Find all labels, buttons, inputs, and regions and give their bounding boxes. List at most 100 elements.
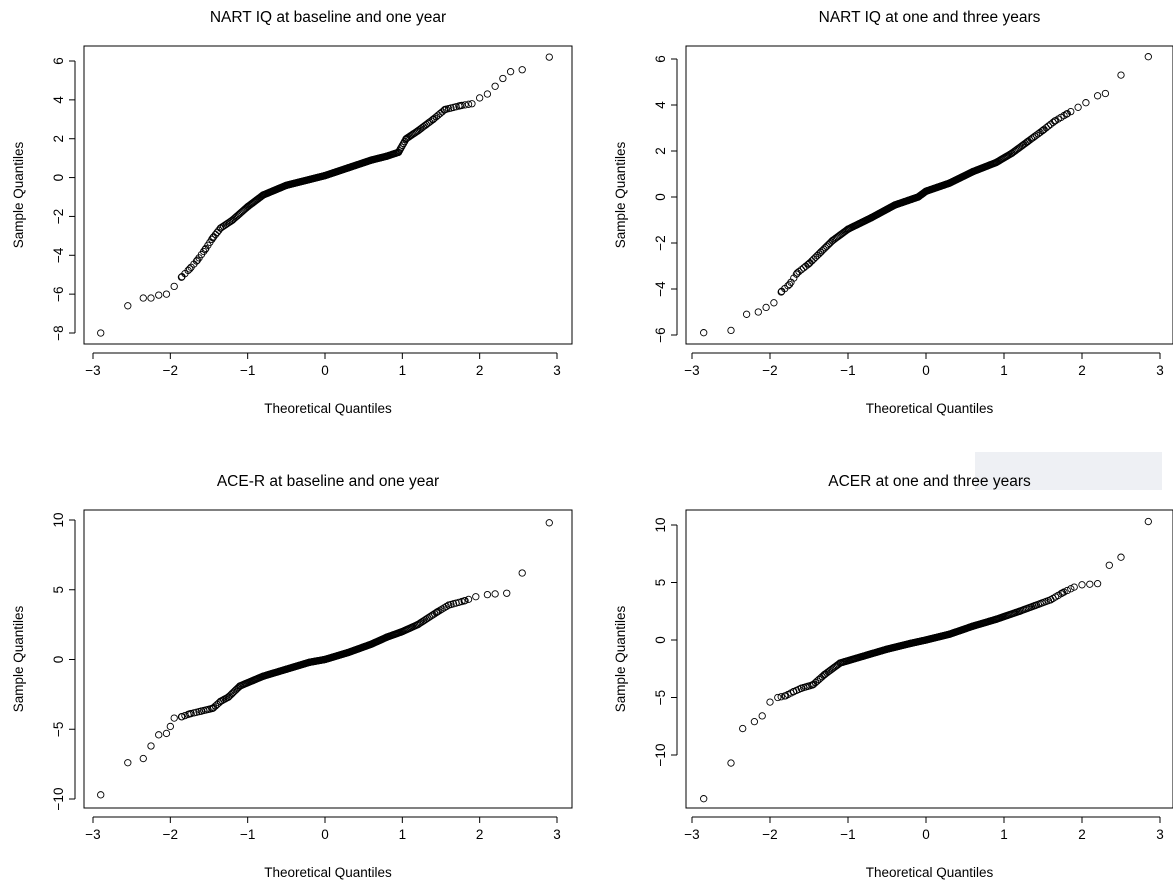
data-point xyxy=(461,101,469,109)
x-tick-label: 3 xyxy=(553,827,561,842)
data-point xyxy=(396,145,404,153)
data-point xyxy=(225,692,234,700)
data-point xyxy=(810,255,818,263)
data-point xyxy=(766,698,774,706)
data-point xyxy=(792,270,801,278)
data-point xyxy=(1086,580,1094,588)
y-tick-label: −6 xyxy=(653,327,668,342)
data-point xyxy=(436,606,444,614)
data-point xyxy=(506,68,515,76)
data-point xyxy=(503,589,511,597)
data-point xyxy=(1007,150,1015,158)
x-tick-label: 3 xyxy=(553,363,561,378)
data-point xyxy=(545,53,553,61)
data-point xyxy=(97,791,105,799)
data-point xyxy=(1074,103,1082,111)
data-point xyxy=(832,234,840,242)
data-point xyxy=(406,132,414,140)
data-point xyxy=(795,267,803,276)
x-tick-label: −3 xyxy=(85,827,100,842)
y-tick-label: 5 xyxy=(653,579,668,587)
data-point xyxy=(395,147,403,155)
data-point xyxy=(468,100,476,108)
data-point xyxy=(166,722,174,731)
data-point xyxy=(1047,120,1055,128)
y-tick-label: 5 xyxy=(51,586,66,594)
data-point xyxy=(1067,585,1075,593)
x-tick-label: −2 xyxy=(163,363,178,378)
y-tick-label: 6 xyxy=(51,57,66,65)
data-point xyxy=(1117,71,1125,79)
y-tick-label: −2 xyxy=(653,235,668,250)
data-points xyxy=(97,53,553,337)
qq-panel-3: ACE-R at baseline and one year−3 −2 −1 0 1 2 3… xyxy=(11,473,573,880)
data-point xyxy=(147,742,155,750)
x-tick-label: 3 xyxy=(1156,363,1164,378)
x-tick-label: −3 xyxy=(85,363,100,378)
y-tick-label: −8 xyxy=(51,325,66,340)
data-point xyxy=(1070,583,1078,591)
x-axis-title: Theoretical Quantiles xyxy=(264,401,392,416)
data-point xyxy=(155,291,163,299)
x-tick-label: 2 xyxy=(476,827,484,842)
data-point xyxy=(147,294,155,302)
data-point xyxy=(1063,110,1071,118)
y-tick-label: −2 xyxy=(51,209,66,224)
x-tick-label: 0 xyxy=(922,363,930,378)
data-point xyxy=(186,265,194,273)
y-tick-label: −10 xyxy=(653,744,668,767)
y-tick-label: 10 xyxy=(51,512,66,527)
chart-title: NART IQ at one and three years xyxy=(819,9,1041,26)
x-tick-label: 0 xyxy=(321,827,329,842)
y-tick-label: −4 xyxy=(51,247,66,263)
data-point xyxy=(1101,89,1110,98)
data-point xyxy=(476,94,484,102)
data-point xyxy=(774,693,782,702)
x-axis-title: Theoretical Quantiles xyxy=(866,401,994,416)
plot-frame xyxy=(83,509,573,809)
data-point xyxy=(790,274,798,282)
data-points xyxy=(97,519,553,799)
data-point xyxy=(797,266,805,274)
data-point xyxy=(187,709,195,718)
y-axis-title: Sample Quantiles xyxy=(613,141,628,248)
data-point xyxy=(228,689,236,698)
data-point xyxy=(438,605,446,613)
data-point xyxy=(518,66,526,74)
x-tick-label: 3 xyxy=(1156,827,1164,842)
data-point xyxy=(1042,124,1050,132)
data-point xyxy=(1063,586,1071,595)
data-point xyxy=(491,590,499,598)
data-point xyxy=(139,754,147,763)
plot-frame xyxy=(685,509,1173,809)
x-axis-title: Theoretical Quantiles xyxy=(264,865,392,880)
data-point xyxy=(1117,553,1125,561)
data-points xyxy=(700,53,1152,337)
data-point xyxy=(1144,517,1152,526)
data-point xyxy=(170,282,178,291)
data-point xyxy=(808,681,816,689)
data-point xyxy=(177,713,186,721)
data-point xyxy=(434,607,442,616)
y-tick-label: −4 xyxy=(653,281,668,297)
y-tick-label: −5 xyxy=(51,722,66,737)
y-axis-title: Sample Quantiles xyxy=(11,605,26,712)
y-tick-label: −6 xyxy=(51,286,66,301)
data-point xyxy=(758,712,766,720)
data-point xyxy=(499,74,507,83)
data-point xyxy=(229,688,238,696)
x-tick-label: 2 xyxy=(476,363,484,378)
data-point xyxy=(750,718,759,726)
data-point xyxy=(1093,580,1102,588)
data-points xyxy=(700,517,1152,803)
data-point xyxy=(545,519,553,527)
data-point xyxy=(190,709,198,717)
data-point xyxy=(742,310,751,318)
data-point xyxy=(1078,581,1086,589)
x-tick-label: −1 xyxy=(240,363,255,378)
data-point xyxy=(700,795,708,803)
data-point xyxy=(464,100,473,108)
data-point xyxy=(97,329,105,337)
data-point xyxy=(432,608,440,617)
